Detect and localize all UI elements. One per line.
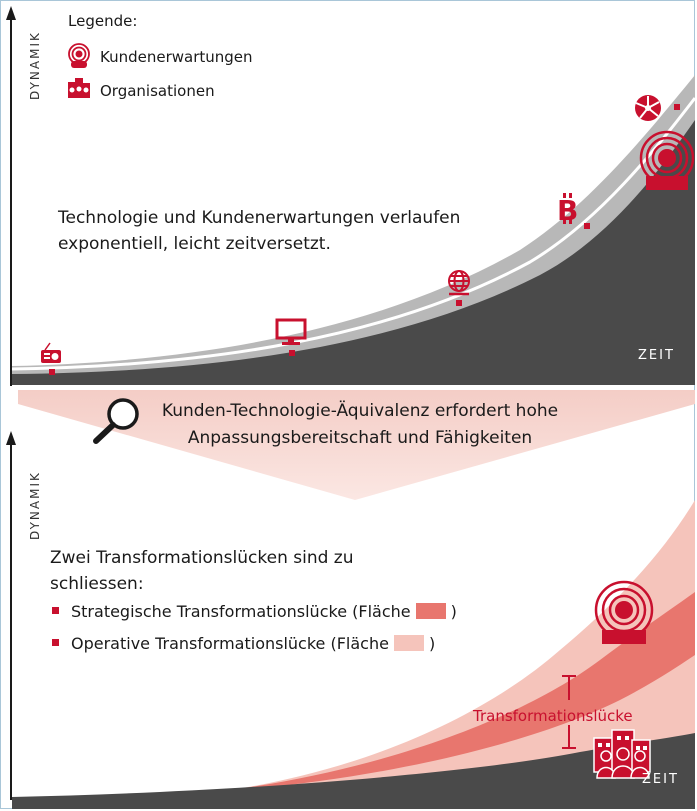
bullet-strategic: Strategische Transformationslücke (Fläch… [52, 602, 457, 621]
bottom-y-axis-arrow [6, 431, 16, 445]
legend-organization-icon [68, 78, 90, 98]
bullet-operative-suffix: ) [428, 634, 436, 653]
customer-icon-bottom [594, 580, 654, 644]
organization-area [12, 733, 695, 809]
marker-network [674, 104, 680, 110]
gap-bracket [562, 675, 576, 749]
svg-text:B: B [557, 194, 578, 227]
customer-icon-top [639, 130, 695, 190]
legend-item-organization: Organisationen [100, 82, 215, 100]
top-description: Technologie und Kundenerwartungen verlau… [58, 208, 461, 254]
magnifier-icon [93, 398, 139, 444]
marker-bitcoin [584, 223, 590, 229]
bottom-title: Zwei Transformationslücken sind zu schli… [50, 548, 354, 594]
legend-title: Legende: [68, 12, 138, 30]
operative-swatch [393, 634, 424, 651]
curve-separator [11, 97, 697, 371]
legend-customer-icon [68, 43, 90, 68]
bullet-strategic-label: Strategische Transformationslücke (Fläch… [71, 602, 411, 621]
marker-radio [49, 369, 55, 375]
transformation-gap-label: Transformationslücke [473, 707, 633, 725]
bullet-marker [52, 607, 59, 614]
strategic-swatch [415, 602, 446, 619]
banner-arrow-shape [18, 390, 695, 500]
radio-icon [41, 342, 61, 363]
organization-icon-bottom [593, 729, 651, 779]
marker-monitor [289, 350, 295, 356]
bitcoin-icon: B [557, 193, 578, 227]
legend-item-customer: Kundenerwartungen [100, 48, 253, 66]
bullet-operative: Operative Transformationslücke (Fläche) [52, 634, 435, 653]
top-y-axis-arrow [6, 6, 16, 20]
bullet-marker [52, 639, 59, 646]
bottom-y-axis-label: DYNAMIK [28, 471, 42, 540]
bullet-operative-label: Operative Transformationslücke (Fläche [71, 634, 389, 653]
bottom-chart [6, 431, 695, 809]
banner [18, 390, 695, 500]
banner-text: Kunden-Technologie-Äquivalenz erfordert … [161, 401, 559, 448]
top-chart: B [6, 6, 697, 386]
bottom-x-axis-label: ZEIT [642, 772, 679, 787]
monitor-icon [275, 318, 307, 345]
marker-globe [456, 300, 462, 306]
network-icon [635, 95, 661, 121]
top-x-axis-label: ZEIT [638, 348, 675, 363]
top-y-axis-label: DYNAMIK [28, 31, 42, 100]
customer-expectation-area [12, 120, 695, 385]
bullet-strategic-suffix: ) [450, 602, 457, 621]
globe-icon [448, 270, 470, 296]
